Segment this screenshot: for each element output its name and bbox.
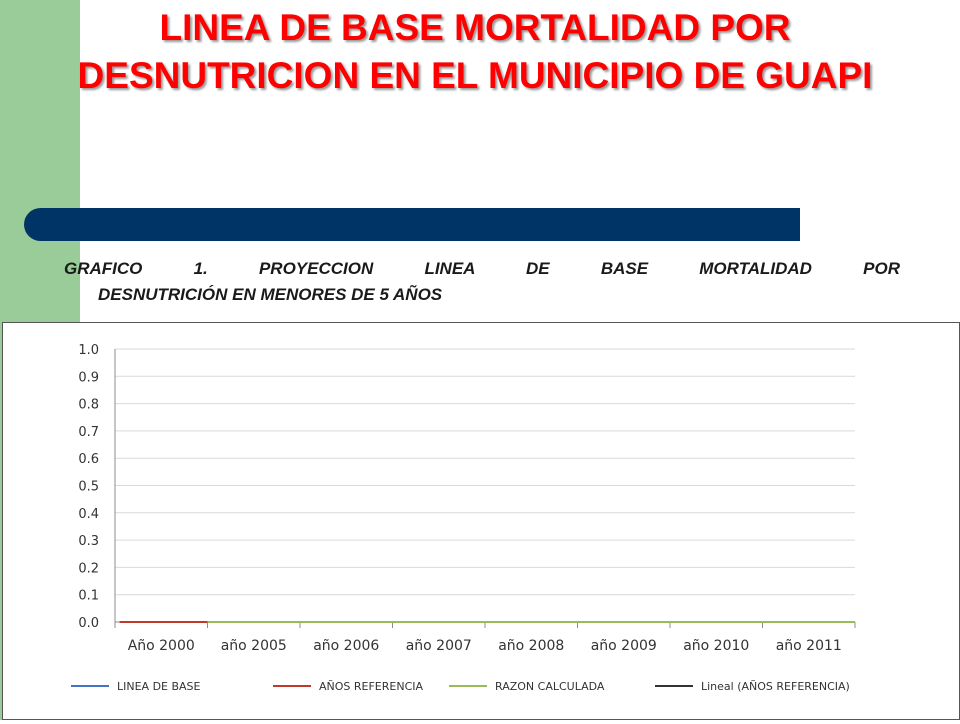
- title-background: [80, 0, 960, 80]
- y-tick-label: 0.4: [78, 507, 99, 522]
- legend-label: LINEA DE BASE: [117, 680, 201, 693]
- gridlines: [114, 348, 855, 623]
- legend: LINEA DE BASE AÑOS REFERENCIA RAZON CALCUL…: [71, 680, 850, 693]
- y-tick-label: 0.5: [78, 480, 99, 495]
- accent-bar: [24, 208, 800, 241]
- caption-line-1: GRAFICO 1. PROYECCION LINEA DE BASE MORT…: [64, 259, 900, 278]
- y-tick-label: 0.1: [78, 589, 99, 604]
- chart-container: 0.0 0.1 0.2 0.3 0.4 0.5 0.6 0.7 0.8 0.9 1.0 Año 20…: [2, 322, 960, 720]
- legend-label: RAZON CALCULADA: [495, 680, 605, 693]
- legend-label: AÑOS REFERENCIA: [319, 680, 424, 693]
- y-tick-labels: 0.0 0.1 0.2 0.3 0.4 0.5 0.6 0.7 0.8 0.9 1.0: [78, 343, 99, 631]
- slide-title: LINEA DE BASE MORTALIDAD POR DESNUTRICIO…: [77, 7, 873, 96]
- x-tick-label: Año 2000: [128, 638, 195, 654]
- chart-caption: GRAFICO 1. PROYECCION LINEA DE BASE MORT…: [64, 256, 900, 308]
- x-tick-label: año 2010: [683, 638, 749, 654]
- x-tick-label: año 2011: [776, 638, 842, 654]
- y-tick-label: 0.0: [78, 616, 99, 631]
- x-tick-label: año 2007: [406, 638, 472, 654]
- line-chart: 0.0 0.1 0.2 0.3 0.4 0.5 0.6 0.7 0.8 0.9 1.0 Año 20…: [71, 343, 856, 693]
- y-tick-label: 0.3: [78, 534, 99, 549]
- x-tick-label: año 2005: [221, 638, 287, 654]
- y-tick-label: 0.6: [78, 452, 99, 467]
- y-tick-label: 0.7: [78, 425, 99, 440]
- caption-line-2: DESNUTRICIÓN EN MENORES DE 5 AÑOS: [98, 285, 443, 304]
- y-tick-label: 1.0: [78, 343, 99, 358]
- y-tick-label: 0.8: [78, 398, 99, 413]
- x-tick-label: año 2008: [498, 638, 564, 654]
- y-tick-label: 0.2: [78, 561, 99, 576]
- y-tick-label: 0.9: [78, 370, 99, 385]
- x-tick-label: año 2006: [313, 638, 379, 654]
- x-tick-labels: Año 2000 año 2005 año 2006 año 2007 año 2008…: [114, 622, 856, 654]
- x-tick-label: año 2009: [591, 638, 657, 654]
- legend-label: Lineal (AÑOS REFERENCIA): [701, 680, 850, 693]
